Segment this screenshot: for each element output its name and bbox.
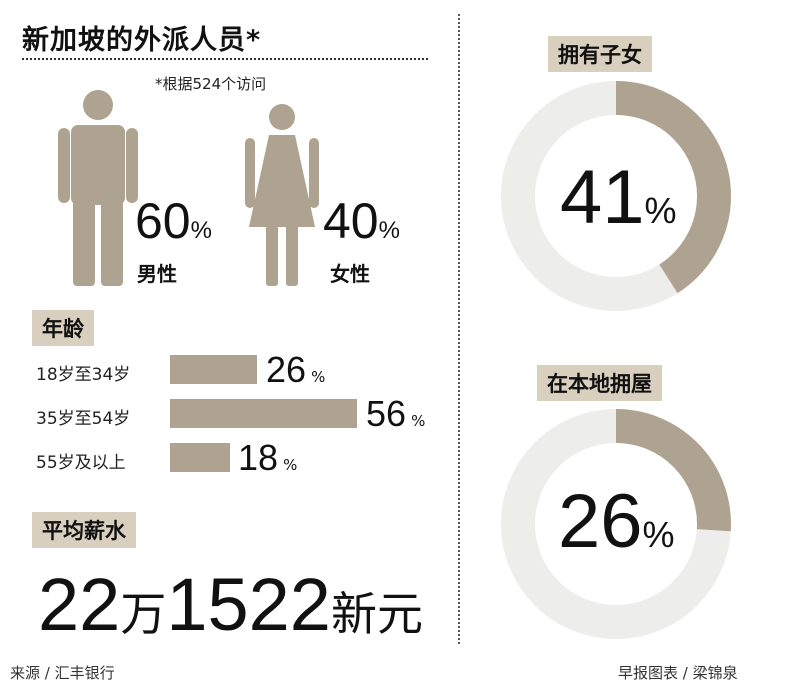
home-unit: % <box>642 514 675 555</box>
salary-part-4: 新元 <box>330 588 423 640</box>
salary-part-1: 22 <box>38 563 121 646</box>
female-percentage: 40% <box>323 196 400 246</box>
male-label: 男性 <box>137 262 177 286</box>
home-percentage: 26% <box>558 484 675 560</box>
home-value: 26 <box>558 479 643 564</box>
age-value-unit-2: % <box>283 456 298 474</box>
salary-heading: 平均薪水 <box>32 512 136 548</box>
children-value: 41 <box>560 155 645 240</box>
male-unit: % <box>190 217 212 244</box>
female-figure-icon <box>245 104 319 286</box>
age-value-number-1: 56 <box>366 393 407 434</box>
age-value-number-0: 26 <box>266 349 307 390</box>
age-bar-1 <box>170 399 357 428</box>
age-value-unit-0: % <box>311 368 326 386</box>
age-row-label-2: 55岁及以上 <box>36 453 126 473</box>
salary-amount: 22万1522新元 <box>38 568 423 644</box>
age-value-unit-1: % <box>411 412 426 430</box>
home-donut-slice <box>501 409 731 639</box>
male-value: 60 <box>135 193 191 249</box>
children-donut-slice <box>501 81 731 311</box>
female-label: 女性 <box>330 262 370 286</box>
title-divider <box>22 58 428 60</box>
source-credit: 来源 / 汇丰银行 <box>10 664 115 682</box>
salary-part-3: 1522 <box>166 563 331 646</box>
home-donut <box>501 409 731 639</box>
children-percentage: 41% <box>560 160 677 236</box>
children-heading: 拥有子女 <box>548 36 652 72</box>
page-title: 新加坡的外派人员* <box>22 25 262 56</box>
children-unit: % <box>644 190 677 231</box>
male-figure-icon <box>58 90 138 286</box>
children-donut <box>501 81 731 311</box>
age-value-1: 56 % <box>366 396 425 432</box>
age-value-0: 26 % <box>266 352 325 388</box>
age-heading: 年龄 <box>32 310 94 346</box>
female-value: 40 <box>323 193 379 249</box>
age-value-2: 18 % <box>238 440 297 476</box>
age-bar-0 <box>170 355 257 384</box>
male-percentage: 60% <box>135 196 212 246</box>
age-bar-2 <box>170 443 231 472</box>
age-row-label-0: 18岁至34岁 <box>36 365 131 385</box>
home-heading: 在本地拥屋 <box>537 365 662 401</box>
survey-note: *根据524个访问 <box>155 75 267 93</box>
column-divider <box>458 14 460 644</box>
age-row-label-1: 35岁至54岁 <box>36 409 131 429</box>
salary-part-2: 万 <box>120 588 167 640</box>
age-value-number-2: 18 <box>238 437 279 478</box>
female-unit: % <box>378 217 400 244</box>
graphic-credit: 早报图表 / 梁锦泉 <box>618 664 738 682</box>
